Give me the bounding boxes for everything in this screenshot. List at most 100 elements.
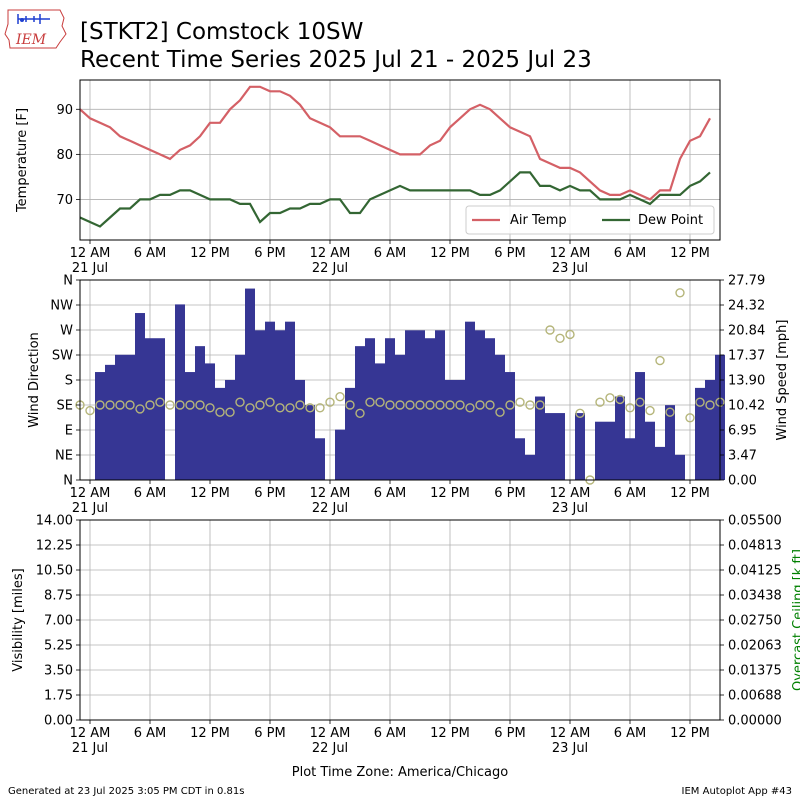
- x-tick-label: 6 AM: [374, 726, 407, 741]
- x-tick-label: 12 AM: [550, 726, 591, 741]
- wind-direction-marker: [565, 329, 575, 340]
- wind-speed-bar: [125, 354, 135, 480]
- wind-speed-bar: [505, 372, 515, 480]
- x-tick-date-label: 21 Jul: [72, 261, 108, 276]
- wind-speed-bar: [185, 372, 195, 480]
- dew-point-line: [79, 171, 711, 228]
- direction-tick-label: N: [63, 274, 73, 289]
- wind-direction-marker: [395, 400, 405, 410]
- speed-tick-label: 3.47: [728, 449, 757, 464]
- x-tick-label: 6 PM: [254, 726, 285, 741]
- wind-speed-bar: [365, 338, 375, 480]
- temperature-axes-frame: [79, 79, 721, 241]
- direction-tick-label: NE: [55, 449, 73, 464]
- wind-speed-bar: [575, 413, 585, 480]
- wind-speed-bar: [335, 429, 345, 480]
- wind-direction-marker: [435, 400, 445, 410]
- wind-speed-bar: [475, 330, 485, 480]
- wind-direction-marker: [625, 403, 635, 413]
- wind-direction-marker: [325, 397, 335, 407]
- x-tick-date-label: 23 Jul: [552, 501, 588, 516]
- x-tick-label: 12 AM: [310, 246, 351, 261]
- wind-speed-bar: [625, 438, 635, 480]
- wind-speed-bar: [345, 387, 355, 480]
- wind-direction-marker: [375, 397, 385, 407]
- wind-direction-marker: [475, 400, 485, 410]
- x-tick-date-label: 23 Jul: [552, 261, 588, 276]
- x-tick-label: 6 AM: [134, 726, 167, 741]
- direction-tick-label: S: [65, 374, 73, 389]
- wind-direction-marker: [485, 400, 495, 410]
- air-temp-line: [79, 85, 711, 201]
- wind-speed-bar: [235, 354, 245, 480]
- wind-direction-marker: [295, 400, 305, 410]
- title-line1: [STKT2] Comstock 10SW: [80, 19, 363, 45]
- wind-speed-bar: [205, 363, 215, 480]
- wind-direction-marker: [635, 397, 645, 407]
- wind-speed-bar: [95, 372, 105, 480]
- wind-speed-bar: [535, 396, 545, 480]
- x-tick-date-label: 22 Jul: [312, 741, 348, 756]
- wind-direction-marker: [135, 404, 145, 414]
- x-tick-label: 12 AM: [550, 486, 591, 501]
- x-tick-label: 12 AM: [310, 486, 351, 501]
- wind-speed-ylabel: Wind Speed [mph]: [775, 320, 790, 441]
- visibility-tick-label: 8.75: [44, 589, 73, 604]
- wind-direction-marker: [315, 403, 325, 413]
- x-tick-date-label: 23 Jul: [552, 741, 588, 756]
- wind-speed-bar: [435, 330, 445, 480]
- wind-speed-bar: [295, 379, 305, 480]
- x-tick-label: 12 PM: [190, 486, 230, 501]
- wind-speed-bar: [515, 438, 525, 480]
- wind-direction-marker: [595, 397, 605, 407]
- wind-direction-marker: [555, 333, 565, 344]
- temperature-grid: [80, 80, 720, 240]
- logo-text: IEM: [15, 32, 47, 48]
- legend-air-temp-label: Air Temp: [510, 213, 567, 228]
- wind-direction-marker: [245, 403, 255, 413]
- wind-speed-bar: [175, 304, 185, 480]
- visibility-tick-label: 5.25: [44, 639, 73, 654]
- wind-direction-marker: [615, 394, 625, 405]
- wind-direction-marker: [685, 413, 695, 423]
- x-tick-label: 6 PM: [494, 486, 525, 501]
- wind-direction-marker: [415, 400, 425, 410]
- x-tick-label: 12 PM: [190, 246, 230, 261]
- x-tick-label: 6 PM: [494, 726, 525, 741]
- wind-speed-bar: [305, 405, 315, 480]
- wind-direction-marker: [255, 400, 265, 410]
- x-tick-date-label: 22 Jul: [312, 261, 348, 276]
- wind-direction-marker: [285, 403, 295, 413]
- visibility-tick-label: 0.00: [44, 714, 73, 729]
- x-tick-label: 12 PM: [430, 486, 470, 501]
- ceiling-tick-label: 0.04813: [728, 539, 782, 554]
- wind-speed-bar: [265, 321, 275, 480]
- wind-direction-marker: [185, 400, 195, 410]
- wind-direction-marker: [515, 397, 525, 407]
- x-tick-date-label: 21 Jul: [72, 501, 108, 516]
- wind-direction-marker: [195, 400, 205, 410]
- wind-speed-bar: [655, 446, 665, 480]
- wind-direction-marker: [655, 355, 665, 366]
- wind-direction-marker: [545, 325, 555, 335]
- wind-direction-marker: [385, 400, 395, 410]
- wind-direction-marker: [365, 397, 375, 407]
- wind-direction-marker: [495, 407, 505, 417]
- wind-speed-bar: [605, 421, 615, 480]
- y-tick-label: 70: [56, 193, 73, 208]
- x-tick-label: 12 AM: [550, 246, 591, 261]
- direction-tick-label: NW: [50, 299, 73, 314]
- wind-speed-bars: [95, 288, 725, 480]
- speed-tick-label: 20.84: [728, 324, 765, 339]
- wind-direction-marker: [455, 400, 465, 410]
- speed-tick-label: 6.95: [728, 424, 757, 439]
- ceiling-tick-label: 0.04125: [728, 564, 782, 579]
- app-note: IEM Autoplot App #43: [682, 786, 792, 797]
- wind-direction-marker: [235, 397, 245, 407]
- ceiling-tick-label: 0.00688: [728, 689, 782, 704]
- x-tick-label: 12 AM: [310, 726, 351, 741]
